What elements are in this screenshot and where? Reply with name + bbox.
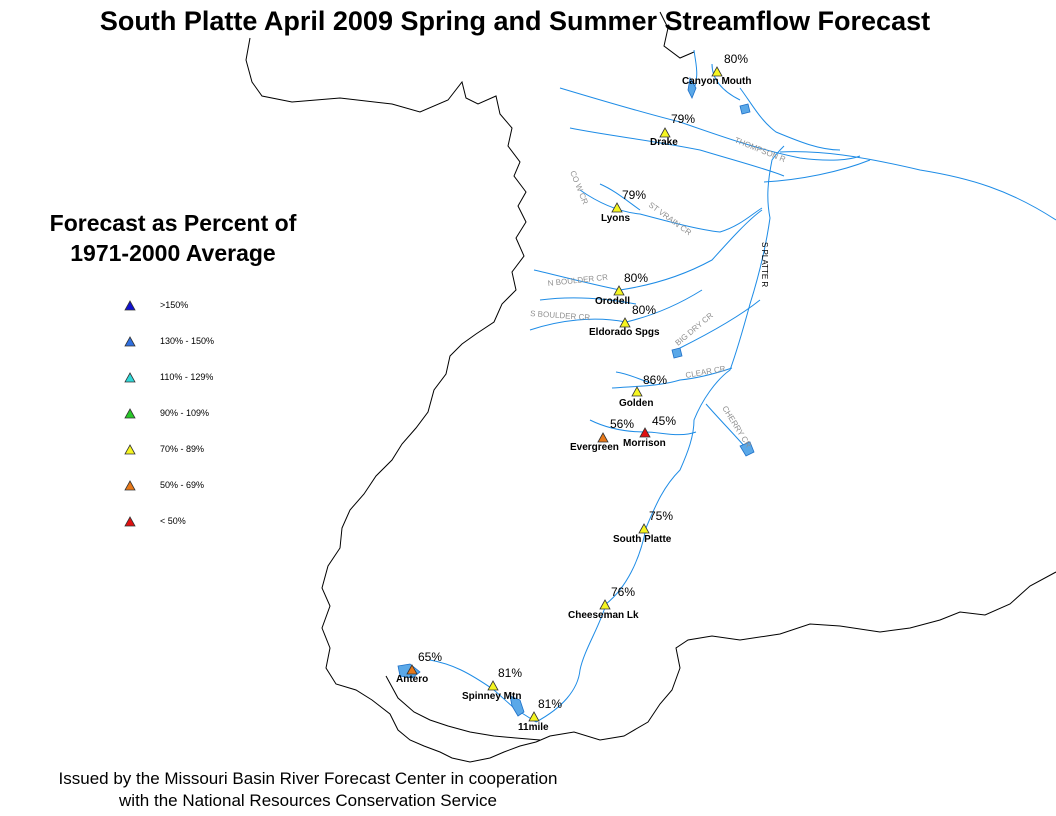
station-name: Lyons <box>601 213 631 224</box>
triangle-icon <box>124 335 136 346</box>
station-name: 11mile <box>518 722 549 733</box>
station-percent: 79% <box>671 112 695 126</box>
station-name: Spinney Mtn <box>462 691 521 702</box>
legend-label: 90% - 109% <box>160 408 210 418</box>
station-evergreen: 56% Evergreen <box>570 417 634 453</box>
station-marker <box>638 523 650 534</box>
station-name: Orodell <box>595 296 630 307</box>
lakes <box>397 76 755 717</box>
legend-item: >150% <box>124 287 214 323</box>
station-name: Canyon Mouth <box>682 76 751 87</box>
station-percent: 56% <box>610 417 634 431</box>
legend: >150% 130% - 150% 110% - 129% 90% - 109%… <box>124 287 214 539</box>
river-label-s-boulder: S BOULDER CR <box>530 309 591 322</box>
map-title: South Platte April 2009 Spring and Summe… <box>99 6 931 36</box>
station-name: Drake <box>650 137 678 148</box>
legend-label: 110% - 129% <box>160 372 214 382</box>
triangle-icon <box>124 515 136 526</box>
station-south-platte: 75% South Platte <box>613 509 673 545</box>
station-percent: 81% <box>538 697 562 711</box>
triangle-icon <box>124 443 136 454</box>
station-eldorado-spgs: 80% Eldorado Spgs <box>589 303 660 338</box>
river-label-cherry: CHERRY CR <box>720 404 753 449</box>
station-name: Antero <box>396 674 428 685</box>
station-cheeseman-lk: 76% Cheeseman Lk <box>568 585 639 621</box>
station-percent: 79% <box>622 188 646 202</box>
triangle-icon <box>124 407 136 418</box>
station-marker <box>631 386 643 397</box>
triangle-icon <box>124 371 136 382</box>
station-marker <box>528 711 540 722</box>
triangle-icon <box>124 479 136 490</box>
station-spinney-mtn: 81% Spinney Mtn <box>462 666 522 702</box>
river-network <box>429 49 1056 723</box>
station-percent: 76% <box>611 585 635 599</box>
station-marker <box>639 427 651 438</box>
station-marker <box>611 202 623 213</box>
legend-item: 110% - 129% <box>124 359 214 395</box>
station-percent: 81% <box>498 666 522 680</box>
legend-label: >150% <box>160 300 189 310</box>
station-canyon-mouth: 80% Canyon Mouth <box>682 52 751 87</box>
station-marker <box>659 127 671 138</box>
boundary-lobe <box>385 675 541 741</box>
legend-label: 70% - 89% <box>160 444 205 454</box>
river-label-big-dry: BIG DRY CR <box>674 311 715 348</box>
basin-boundary <box>245 37 1056 763</box>
station-percent: 80% <box>624 271 648 285</box>
station-name: Morrison <box>623 438 666 449</box>
legend-label: 130% - 150% <box>160 336 215 346</box>
station-name: Cheeseman Lk <box>568 610 639 621</box>
station-marker <box>406 664 418 675</box>
station-marker <box>599 599 611 610</box>
station-11mile: 81% 11mile <box>518 697 562 733</box>
station-name: Golden <box>619 398 653 409</box>
station-morrison: 45% Morrison <box>623 414 676 449</box>
footer-note: Issued by the Missouri Basin River Forec… <box>8 768 608 812</box>
station-marker <box>619 317 631 328</box>
station-percent: 45% <box>652 414 676 428</box>
legend-item: 70% - 89% <box>124 431 214 467</box>
station-drake: 79% Drake <box>650 112 695 148</box>
station-name: Eldorado Spgs <box>589 327 660 338</box>
station-orodell: 80% Orodell <box>595 271 648 307</box>
river-label-thompson: THOMPSON R <box>733 136 787 165</box>
triangle-icon <box>124 299 136 310</box>
footer-line2: with the National Resources Conservation… <box>119 791 497 810</box>
river-label-st-vrain: ST VRAIN CR <box>647 200 693 237</box>
legend-item: 130% - 150% <box>124 323 214 359</box>
station-percent: 86% <box>643 373 667 387</box>
footer-line1: Issued by the Missouri Basin River Forec… <box>58 769 558 788</box>
station-percent: 80% <box>632 303 656 317</box>
legend-item: 90% - 109% <box>124 395 214 431</box>
station-marker <box>597 432 609 443</box>
legend-title-line1: Forecast as Percent of <box>49 210 297 236</box>
river-label-s-platte: S PLATTE R <box>760 242 769 287</box>
legend-title: Forecast as Percent of 1971-2000 Average <box>18 208 328 268</box>
station-name: Evergreen <box>570 442 619 453</box>
legend-item: 50% - 69% <box>124 467 214 503</box>
station-marker <box>613 285 625 296</box>
station-percent: 75% <box>649 509 673 523</box>
legend-item: < 50% <box>124 503 214 539</box>
river-label-cow: CO W CR <box>568 169 590 206</box>
legend-label: 50% - 69% <box>160 480 205 490</box>
station-antero: 65% Antero <box>396 650 442 685</box>
legend-label: < 50% <box>160 516 186 526</box>
river-label-clear: CLEAR CR <box>685 364 727 380</box>
station-lyons: 79% Lyons <box>601 188 646 224</box>
station-name: South Platte <box>613 534 672 545</box>
station-marker <box>711 66 723 77</box>
station-golden: 86% Golden <box>619 373 667 409</box>
legend-title-line2: 1971-2000 Average <box>70 240 276 266</box>
station-percent: 65% <box>418 650 442 664</box>
station-percent: 80% <box>724 52 748 66</box>
north-boundary <box>659 11 695 59</box>
station-marker <box>487 680 499 691</box>
